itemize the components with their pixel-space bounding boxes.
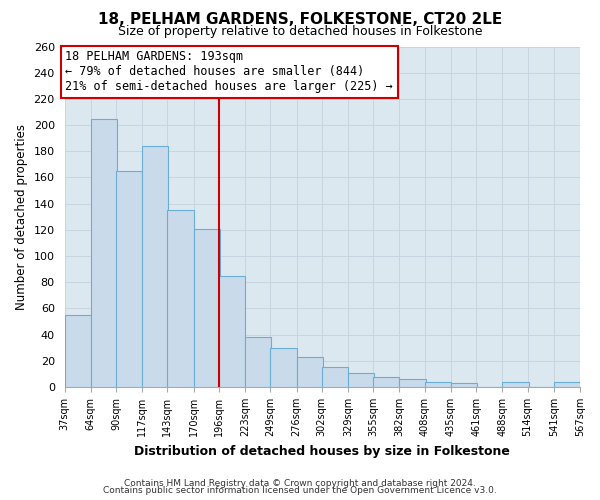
Bar: [373, 376, 400, 387]
Bar: [425, 382, 451, 387]
Bar: [348, 372, 374, 387]
Bar: [322, 368, 348, 387]
Text: Contains public sector information licensed under the Open Government Licence v3: Contains public sector information licen…: [103, 486, 497, 495]
Text: Size of property relative to detached houses in Folkestone: Size of property relative to detached ho…: [118, 25, 482, 38]
Text: Contains HM Land Registry data © Crown copyright and database right 2024.: Contains HM Land Registry data © Crown c…: [124, 478, 476, 488]
Bar: [194, 228, 220, 387]
Bar: [65, 315, 91, 387]
X-axis label: Distribution of detached houses by size in Folkestone: Distribution of detached houses by size …: [134, 444, 510, 458]
Bar: [271, 348, 296, 387]
Bar: [245, 338, 271, 387]
Bar: [554, 382, 580, 387]
Text: 18, PELHAM GARDENS, FOLKESTONE, CT20 2LE: 18, PELHAM GARDENS, FOLKESTONE, CT20 2LE: [98, 12, 502, 28]
Bar: [91, 118, 117, 387]
Bar: [451, 383, 477, 387]
Bar: [142, 146, 169, 387]
Bar: [116, 171, 142, 387]
Bar: [400, 379, 425, 387]
Bar: [296, 357, 323, 387]
Y-axis label: Number of detached properties: Number of detached properties: [15, 124, 28, 310]
Bar: [219, 276, 245, 387]
Text: 18 PELHAM GARDENS: 193sqm
← 79% of detached houses are smaller (844)
21% of semi: 18 PELHAM GARDENS: 193sqm ← 79% of detac…: [65, 50, 393, 94]
Bar: [502, 382, 529, 387]
Bar: [167, 210, 194, 387]
